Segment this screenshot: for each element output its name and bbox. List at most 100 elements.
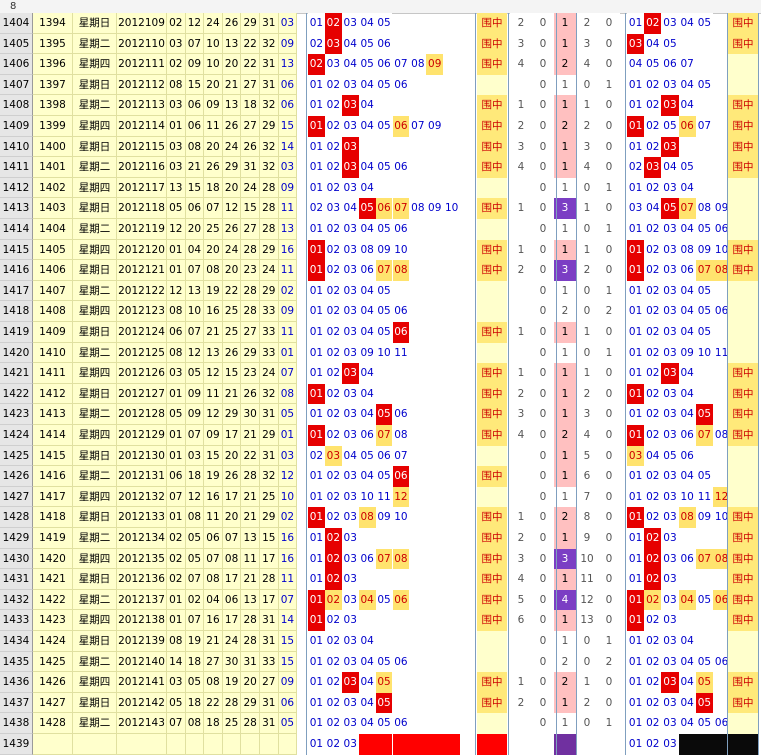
number-cell[interactable]: 07 bbox=[204, 198, 223, 219]
zone2-cell[interactable]: 02 bbox=[644, 280, 662, 302]
stat-cell[interactable]: 0 bbox=[576, 651, 598, 673]
stat-cell[interactable]: 0 bbox=[598, 157, 620, 178]
date-cell[interactable]: 2012120 bbox=[117, 239, 167, 261]
number-cell[interactable]: 14 bbox=[278, 136, 298, 158]
zone2-cell[interactable]: 03 bbox=[661, 177, 679, 199]
stat-cell[interactable]: 1 bbox=[554, 177, 576, 199]
row-header[interactable]: 1426 bbox=[0, 466, 33, 487]
number-cell[interactable]: 29 bbox=[241, 342, 260, 364]
zone2-cell[interactable]: 03 bbox=[661, 74, 679, 96]
stat-cell[interactable]: 3 bbox=[554, 548, 576, 570]
stat-cell[interactable]: 0 bbox=[532, 74, 554, 96]
hit1-cell[interactable]: 围中 bbox=[477, 54, 507, 75]
stat-cell[interactable]: 0 bbox=[532, 528, 554, 549]
stat-cell[interactable]: 0 bbox=[532, 589, 554, 611]
issue-cell[interactable]: 1394 bbox=[33, 13, 73, 34]
number-cell[interactable]: 14 bbox=[278, 610, 298, 631]
zone1-cell[interactable]: 04 bbox=[358, 219, 376, 240]
zone2-cell[interactable]: 01 bbox=[627, 692, 645, 714]
zone1-cell[interactable]: 01 bbox=[308, 610, 325, 631]
zone2-cell[interactable]: 11 bbox=[713, 342, 731, 364]
number-cell[interactable]: 10 bbox=[204, 54, 223, 75]
stat-cell[interactable]: 8 bbox=[576, 507, 598, 528]
zone1-cell[interactable]: 04 bbox=[358, 713, 376, 734]
zone1-cell[interactable]: 10 bbox=[358, 486, 376, 508]
number-cell[interactable]: 27 bbox=[260, 672, 279, 693]
stat-cell[interactable]: 0 bbox=[576, 74, 598, 96]
stat-cell[interactable]: 0 bbox=[598, 322, 620, 343]
zone1-cell[interactable]: 01 bbox=[308, 528, 325, 549]
stat-cell[interactable]: 0 bbox=[532, 425, 554, 446]
issue-cell[interactable]: 1406 bbox=[33, 260, 73, 281]
zone2-cell[interactable]: 01 bbox=[627, 239, 645, 261]
stat-cell[interactable]: 0 bbox=[532, 95, 554, 116]
hit1-cell[interactable]: 围中 bbox=[477, 13, 507, 34]
date-cell[interactable]: 2012126 bbox=[117, 363, 167, 384]
number-cell[interactable]: 07 bbox=[185, 569, 205, 590]
zone2-cell[interactable]: 03 bbox=[661, 280, 679, 302]
zone1-cell[interactable]: 01 bbox=[308, 507, 325, 528]
number-cell[interactable]: 17 bbox=[222, 610, 242, 631]
zone1-cell[interactable]: 04 bbox=[358, 116, 376, 137]
stat-cell[interactable]: 2 bbox=[576, 13, 598, 34]
number-cell[interactable]: 22 bbox=[241, 445, 260, 467]
zone1-cell[interactable]: 04 bbox=[341, 198, 359, 219]
zone1-cell[interactable]: 01 bbox=[308, 734, 325, 755]
hit1-cell[interactable] bbox=[477, 713, 507, 734]
zone1-cell[interactable]: 03 bbox=[341, 136, 359, 158]
zone2-cell[interactable]: 01 bbox=[627, 322, 645, 343]
weekday-cell[interactable]: 星期日 bbox=[73, 569, 117, 590]
zone1-cell[interactable]: 04 bbox=[358, 301, 376, 322]
stat-cell[interactable] bbox=[510, 219, 532, 240]
zone1-cell[interactable]: 03 bbox=[341, 177, 359, 199]
stat-cell[interactable]: 0 bbox=[598, 610, 620, 631]
stat-cell[interactable]: 0 bbox=[598, 95, 620, 116]
hit1-cell[interactable]: 围中 bbox=[477, 610, 507, 631]
number-cell[interactable]: 25 bbox=[222, 301, 242, 322]
stat-cell[interactable]: 3 bbox=[554, 260, 576, 281]
weekday-cell[interactable]: 星期四 bbox=[73, 177, 117, 199]
number-cell[interactable]: 08 bbox=[185, 136, 205, 158]
stat-cell[interactable]: 1 bbox=[554, 569, 576, 590]
stat-cell[interactable]: 1 bbox=[554, 404, 576, 425]
number-cell[interactable]: 18 bbox=[185, 692, 205, 714]
number-cell[interactable]: 09 bbox=[204, 95, 223, 116]
number-cell[interactable]: 18 bbox=[204, 713, 223, 734]
number-cell[interactable]: 30 bbox=[222, 651, 242, 673]
zone1-cell[interactable]: 03 bbox=[341, 239, 359, 261]
hit1-cell[interactable] bbox=[477, 445, 507, 467]
stat-cell[interactable]: 0 bbox=[532, 33, 554, 55]
zone2-cell[interactable]: 07 bbox=[678, 198, 696, 219]
stat-cell[interactable]: 0 bbox=[532, 713, 554, 734]
number-cell[interactable]: 24 bbox=[222, 631, 242, 652]
number-cell[interactable]: 12 bbox=[204, 363, 223, 384]
hit1-cell[interactable]: 围中 bbox=[477, 322, 507, 343]
zone2-cell[interactable]: 06 bbox=[678, 116, 696, 137]
zone1-cell[interactable]: 01 bbox=[308, 425, 325, 446]
weekday-cell[interactable]: 星期二 bbox=[73, 95, 117, 116]
zone2-cell[interactable]: 01 bbox=[627, 13, 645, 34]
zone2-cell[interactable]: 04 bbox=[678, 74, 696, 96]
zone2-cell[interactable]: 09 bbox=[695, 239, 713, 261]
stat-cell[interactable]: 1 bbox=[598, 631, 620, 652]
issue-cell[interactable]: 1398 bbox=[33, 95, 73, 116]
zone2-cell[interactable]: 01 bbox=[627, 672, 645, 693]
stat-cell[interactable]: 0 bbox=[598, 466, 620, 487]
hit1-cell[interactable] bbox=[477, 651, 507, 673]
number-cell[interactable]: 21 bbox=[222, 74, 242, 96]
zone1-cell[interactable]: 03 bbox=[341, 486, 359, 508]
stat-cell[interactable]: 11 bbox=[576, 569, 598, 590]
zone2-cell[interactable]: 09 bbox=[678, 342, 696, 364]
hit2-cell[interactable]: 围中 bbox=[728, 260, 758, 281]
zone1-cell[interactable]: 01 bbox=[308, 322, 325, 343]
zone2-cell[interactable]: 05 bbox=[695, 589, 713, 611]
stat-cell[interactable]: 0 bbox=[532, 260, 554, 281]
hit1-cell[interactable]: 围中 bbox=[477, 589, 507, 611]
stat-cell[interactable]: 1 bbox=[576, 363, 598, 384]
hit2-cell[interactable]: 围中 bbox=[728, 425, 758, 446]
zone2-cell[interactable]: 02 bbox=[644, 713, 662, 734]
zone2-cell[interactable]: 03 bbox=[627, 445, 645, 467]
number-cell[interactable]: 20 bbox=[222, 177, 242, 199]
number-cell[interactable]: 24 bbox=[241, 177, 260, 199]
stat-cell[interactable] bbox=[510, 74, 532, 96]
